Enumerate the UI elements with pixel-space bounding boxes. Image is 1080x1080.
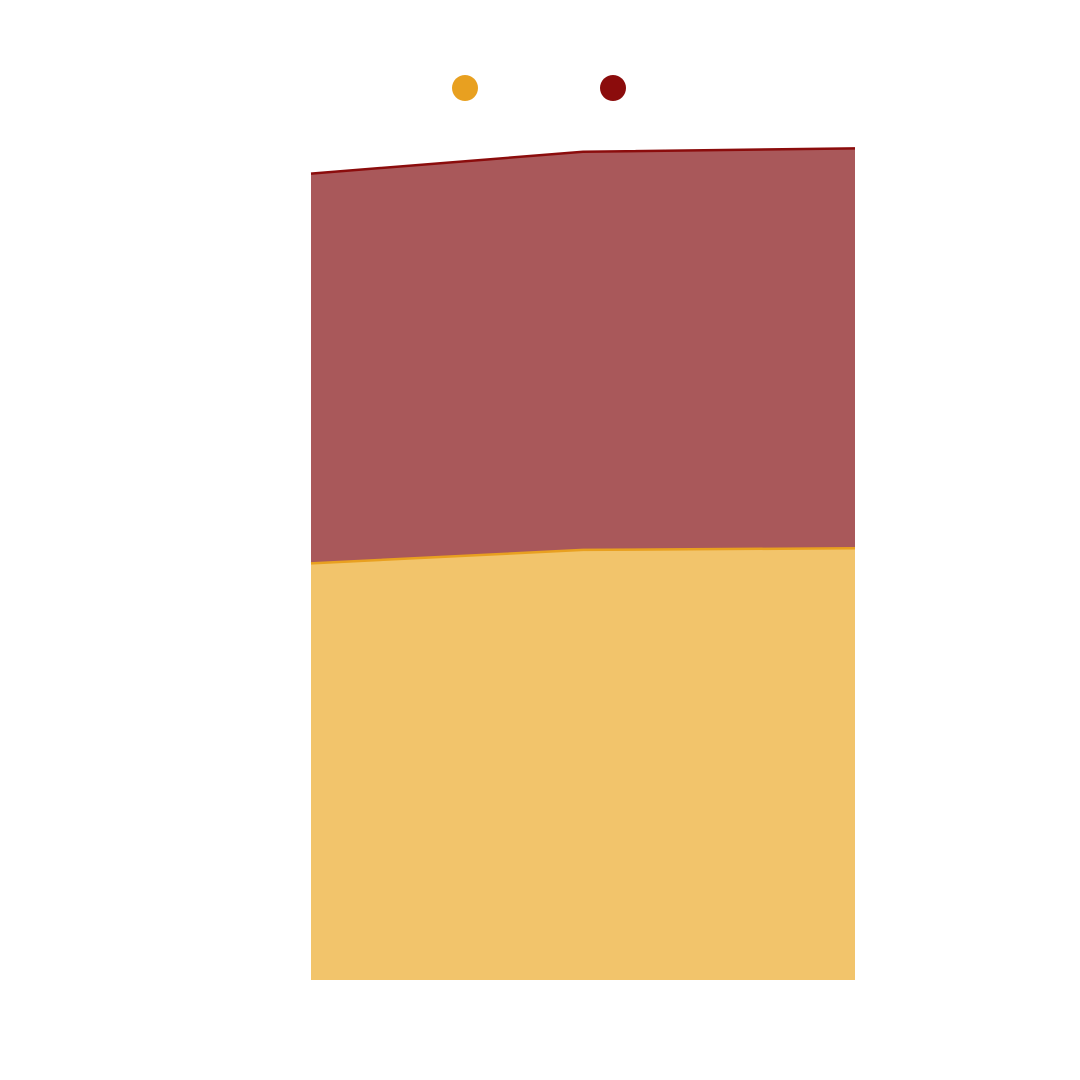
lines-layer [310, 147, 856, 565]
line-series-1 [310, 546, 856, 565]
areas-layer [311, 148, 855, 980]
legend-marker-series-1 [452, 75, 478, 101]
area-series-1 [311, 548, 855, 980]
line-series-2 [310, 147, 856, 175]
legend-marker-series-2 [600, 75, 626, 101]
legend [452, 75, 626, 101]
area-series-2 [311, 148, 855, 564]
